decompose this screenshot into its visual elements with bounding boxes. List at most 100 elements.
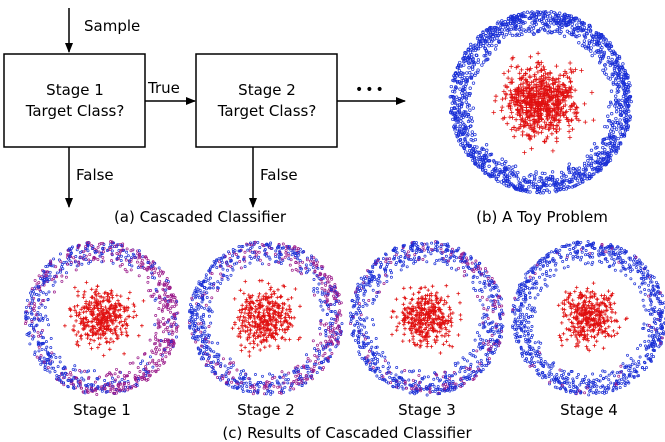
outer-class-point [37, 345, 41, 349]
outer-class-point [570, 185, 574, 189]
outer-class-point [294, 374, 298, 378]
inner-class-point [104, 336, 108, 341]
outer-class-point [43, 363, 47, 367]
outer-class-point [199, 321, 203, 325]
outer-class-point [194, 340, 198, 344]
outer-class-point [64, 275, 68, 279]
outer-class-point [478, 44, 483, 49]
outer-class-point [249, 386, 253, 389]
inner-class-point [499, 104, 505, 110]
outer-class-point [498, 168, 502, 172]
outer-class-point [267, 381, 271, 384]
outer-class-point [505, 176, 510, 180]
outer-class-point [192, 334, 196, 338]
outer-class-point [333, 310, 337, 313]
outer-class-point [570, 33, 574, 37]
outer-class-point [465, 105, 470, 109]
outer-class-point [502, 35, 506, 39]
inner-class-point [262, 345, 267, 350]
outer-class-point [115, 389, 119, 393]
inner-class-point [552, 89, 557, 94]
outer-class-point [249, 246, 252, 250]
outer-class-point [319, 322, 323, 326]
inner-class-point [548, 97, 554, 103]
outer-class-point [574, 176, 578, 181]
outer-class-point [436, 376, 439, 380]
outer-class-point [530, 182, 534, 186]
outer-class-point [541, 15, 545, 20]
outer-class-point [609, 129, 613, 133]
outer-class-point [208, 282, 212, 286]
inner-class-point [549, 92, 555, 98]
outer-class-point [601, 145, 605, 150]
outer-class-point [140, 359, 144, 363]
inner-class-point [562, 83, 567, 88]
outer-class-point [29, 294, 33, 298]
outer-class-point [531, 185, 535, 189]
outer-class-point [323, 352, 327, 355]
outer-class-point [609, 149, 614, 153]
outer-class-point [334, 320, 338, 324]
inner-class-point [255, 298, 259, 303]
inner-class-point [558, 113, 563, 119]
outer-class-point [603, 148, 607, 152]
outer-class-point [453, 77, 457, 82]
outer-class-point [154, 352, 158, 356]
outer-class-point [496, 179, 500, 184]
outer-class-point [315, 263, 319, 267]
outer-class-point [469, 124, 473, 128]
outer-class-point [488, 36, 493, 40]
outer-class-point [493, 47, 498, 51]
inner-class-point [283, 337, 287, 342]
outer-class-point [459, 143, 463, 147]
outer-class-point [50, 278, 54, 282]
outer-class-point [605, 154, 609, 159]
outer-class-point [532, 12, 537, 17]
outer-class-point [527, 185, 531, 189]
outer-class-point [622, 132, 627, 136]
inner-class-point [507, 101, 513, 106]
outer-class-point [162, 303, 166, 307]
outer-class-point [607, 154, 611, 158]
outer-class-point [171, 330, 175, 334]
outer-class-point [157, 348, 161, 352]
outer-class-point [504, 183, 509, 188]
outer-class-point [478, 150, 482, 155]
outer-class-point [37, 281, 41, 285]
outer-class-point [197, 282, 201, 286]
outer-class-point [500, 157, 504, 161]
outer-class-point [583, 34, 587, 39]
outer-class-point [534, 22, 538, 26]
outer-class-point [43, 365, 47, 369]
outer-class-point [618, 130, 622, 134]
outer-class-point [58, 355, 62, 359]
outer-class-point [231, 248, 235, 251]
outer-class-point [615, 90, 619, 94]
outer-class-point [304, 374, 308, 377]
outer-class-point [464, 144, 468, 148]
outer-class-point [37, 306, 41, 310]
outer-class-point [28, 323, 32, 327]
outer-class-point [476, 58, 481, 62]
outer-class-point [497, 40, 501, 45]
inner-class-point [524, 86, 530, 91]
outer-class-point [612, 66, 617, 70]
outer-class-point [218, 376, 221, 380]
outer-class-point [464, 95, 468, 99]
outer-class-point [151, 360, 155, 364]
outer-class-point [39, 331, 43, 335]
outer-class-point [626, 74, 630, 78]
outer-class-point [517, 27, 522, 32]
outer-class-point [156, 338, 160, 342]
outer-class-point [278, 385, 282, 389]
outer-class-point [304, 263, 308, 267]
outer-class-point [154, 335, 157, 339]
inner-class-point [292, 315, 297, 320]
outer-class-point [330, 352, 334, 355]
outer-class-point [271, 390, 275, 394]
outer-class-point [524, 188, 528, 192]
outer-class-point [118, 250, 122, 254]
outer-class-point [257, 385, 261, 389]
outer-class-point [260, 262, 264, 266]
outer-class-point [290, 268, 294, 272]
